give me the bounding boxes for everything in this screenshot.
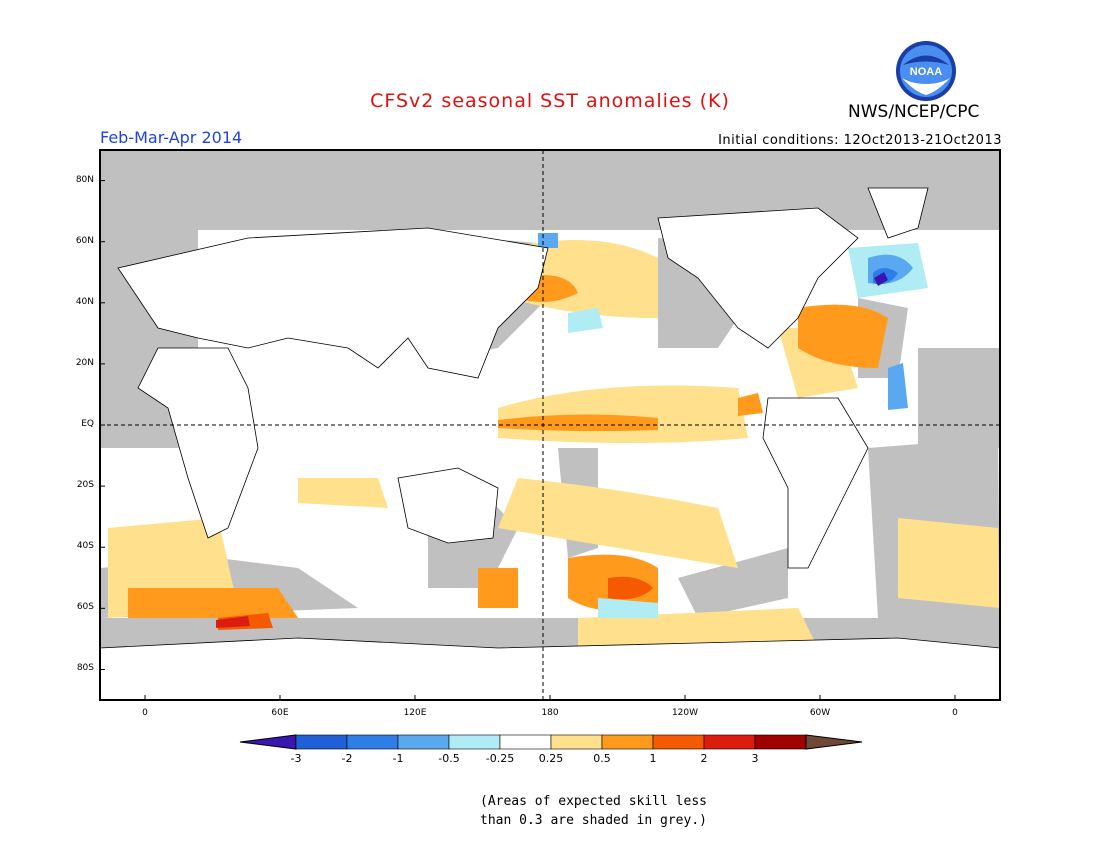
lon-label: 0 <box>142 708 148 718</box>
colorbar-swatch <box>601 734 654 750</box>
lon-label: 180 <box>541 708 559 718</box>
noaa-logo: NOAA <box>896 41 956 101</box>
agency-label: NWS/NCEP/CPC <box>848 102 980 122</box>
lat-label: 40S <box>76 541 94 552</box>
lon-ticks <box>144 695 956 700</box>
colorbar-level-label: 1 <box>649 752 657 765</box>
anomaly-warm <box>128 275 888 618</box>
colorbar-swatch <box>448 734 501 750</box>
colorbar-level-label: -1 <box>392 752 404 765</box>
colorbar-level-label: -0.25 <box>485 752 515 765</box>
lon-label: 120W <box>671 708 699 718</box>
colorbar-level-label: 0.5 <box>593 752 611 765</box>
forecast-period: Feb-Mar-Apr 2014 <box>100 128 243 147</box>
lon-label: 60W <box>809 708 831 718</box>
map-title: CFSv2 seasonal SST anomalies (K) <box>370 90 730 112</box>
sst-anomaly-map <box>99 149 1001 701</box>
lat-label: 20S <box>76 480 94 491</box>
skill-note-line2: than 0.3 are shaded in grey.) <box>480 813 707 828</box>
colorbar-swatch <box>499 734 552 750</box>
colorbar-swatch <box>397 734 450 750</box>
land-masses <box>100 187 1000 700</box>
colorbar-level-label: 2 <box>700 752 708 765</box>
colorbar-level-label: -3 <box>290 752 302 765</box>
colorbar-level-label: 0.25 <box>538 752 564 765</box>
colorbar-swatch <box>703 734 756 750</box>
lat-label: EQ <box>81 419 94 429</box>
lat-label: 60S <box>76 602 94 613</box>
anomaly-very-strong-cold <box>874 272 888 286</box>
southern-ocean-warm <box>128 588 298 618</box>
lat-label: 80S <box>76 663 94 674</box>
noaa-logo-text: NOAA <box>910 66 942 78</box>
lat-label: 40N <box>75 296 94 307</box>
colorbar-level-label: -0.5 <box>438 752 460 765</box>
colorbar-arrow-high <box>805 734 863 750</box>
colorbar-swatch <box>346 734 399 750</box>
lon-label: 60E <box>271 708 289 718</box>
lon-label: 0 <box>952 708 958 718</box>
lat-label: 20N <box>75 357 94 368</box>
colorbar-level-label: -2 <box>341 752 353 765</box>
lon-label: 120E <box>403 708 427 718</box>
lat-ticks <box>100 180 105 670</box>
north-atlantic-warm <box>798 304 888 368</box>
colorbar-swatch <box>652 734 705 750</box>
colorbar-level-label: 3 <box>751 752 759 765</box>
lat-label: 60N <box>75 235 94 246</box>
skill-note-line1: (Areas of expected skill less <box>480 794 707 809</box>
colorbar-swatch <box>550 734 603 750</box>
initial-conditions: Initial conditions: 12Oct2013-21Oct2013 <box>718 133 1002 148</box>
skill-note: (Areas of expected skill less than 0.3 a… <box>480 792 707 830</box>
colorbar-swatch <box>754 734 807 750</box>
colorbar-arrow-low <box>239 734 297 750</box>
colorbar <box>239 734 863 750</box>
lat-label: 80N <box>75 174 94 185</box>
eq-pacific-warm <box>498 414 658 432</box>
colorbar-swatch <box>295 734 348 750</box>
